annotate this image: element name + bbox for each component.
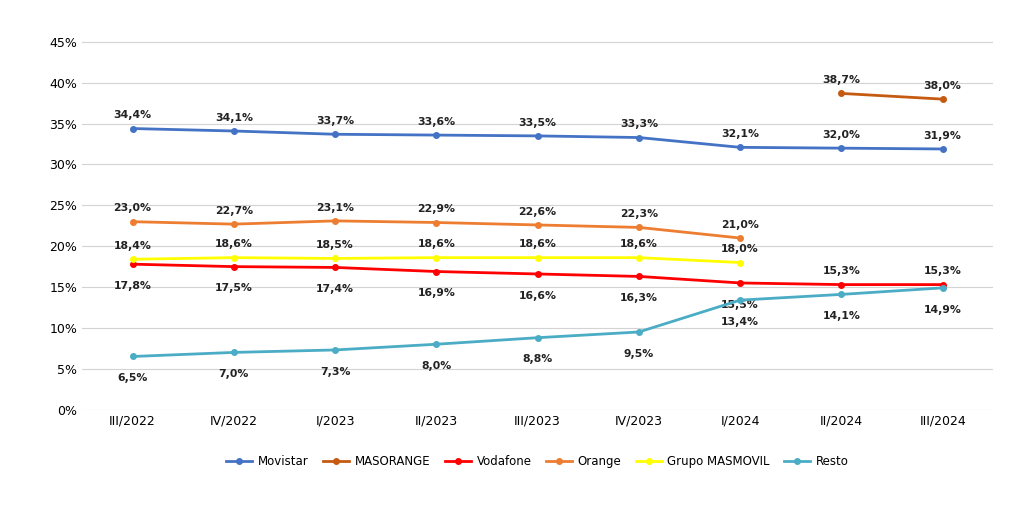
Orange	[734, 235, 746, 241]
Line: Grupo MASMOVIL: Grupo MASMOVIL	[130, 255, 742, 265]
Resto	[329, 347, 341, 353]
Vodafone	[633, 273, 645, 280]
Vodafone	[430, 268, 442, 274]
Text: 21,0%: 21,0%	[721, 220, 759, 230]
Vodafone	[836, 282, 848, 288]
Text: 15,5%: 15,5%	[721, 300, 759, 310]
Text: 34,4%: 34,4%	[114, 110, 152, 120]
Resto	[633, 329, 645, 335]
Grupo MASMOVIL	[430, 254, 442, 261]
MASORANGE	[937, 96, 949, 102]
Text: 7,3%: 7,3%	[319, 367, 350, 377]
Resto	[836, 291, 848, 297]
Text: 33,7%: 33,7%	[316, 116, 354, 126]
Orange	[329, 218, 341, 224]
Text: 16,3%: 16,3%	[620, 293, 657, 303]
Resto	[227, 349, 240, 355]
Text: 32,0%: 32,0%	[822, 130, 860, 140]
Grupo MASMOVIL	[734, 260, 746, 266]
Text: 17,8%: 17,8%	[114, 281, 152, 291]
Text: 8,0%: 8,0%	[421, 361, 452, 371]
Text: 18,5%: 18,5%	[316, 240, 354, 250]
Resto	[531, 335, 544, 341]
Text: 15,3%: 15,3%	[924, 266, 962, 276]
Text: 34,1%: 34,1%	[215, 113, 253, 123]
Line: Resto: Resto	[130, 285, 945, 359]
Text: 16,9%: 16,9%	[418, 288, 456, 298]
Orange	[633, 224, 645, 230]
Line: Movistar: Movistar	[130, 126, 945, 152]
Movistar	[126, 125, 138, 132]
Text: 23,1%: 23,1%	[316, 203, 354, 212]
Movistar	[937, 146, 949, 152]
Vodafone	[329, 264, 341, 270]
Text: 33,5%: 33,5%	[518, 118, 557, 127]
Text: 18,4%: 18,4%	[114, 241, 152, 251]
Movistar	[734, 144, 746, 151]
Resto	[937, 285, 949, 291]
Text: 14,1%: 14,1%	[822, 311, 860, 321]
Text: 9,5%: 9,5%	[624, 349, 654, 358]
Text: 22,7%: 22,7%	[215, 206, 253, 216]
Resto	[126, 353, 138, 359]
Text: 18,0%: 18,0%	[721, 244, 759, 254]
Text: 18,6%: 18,6%	[519, 239, 556, 249]
Grupo MASMOVIL	[531, 254, 544, 261]
Movistar	[430, 132, 442, 138]
Text: 22,9%: 22,9%	[418, 204, 456, 214]
Text: 7,0%: 7,0%	[219, 369, 249, 379]
Text: 17,4%: 17,4%	[316, 284, 354, 294]
Text: 14,9%: 14,9%	[924, 305, 962, 314]
Text: 18,6%: 18,6%	[418, 239, 456, 249]
Movistar	[531, 133, 544, 139]
Orange	[430, 220, 442, 226]
Vodafone	[531, 271, 544, 277]
Text: 33,3%: 33,3%	[620, 119, 658, 129]
Orange	[531, 222, 544, 228]
Text: 23,0%: 23,0%	[114, 203, 152, 214]
Vodafone	[126, 261, 138, 267]
Text: 6,5%: 6,5%	[118, 373, 147, 383]
Movistar	[836, 145, 848, 151]
Text: 32,1%: 32,1%	[721, 129, 759, 139]
Movistar	[633, 135, 645, 141]
Text: 18,6%: 18,6%	[215, 239, 253, 249]
Grupo MASMOVIL	[329, 255, 341, 262]
Grupo MASMOVIL	[633, 254, 645, 261]
Vodafone	[937, 282, 949, 288]
Text: 33,6%: 33,6%	[417, 117, 456, 127]
Resto	[734, 297, 746, 303]
Movistar	[227, 128, 240, 134]
Text: 15,3%: 15,3%	[822, 266, 860, 276]
Text: 16,6%: 16,6%	[518, 291, 557, 301]
Text: 31,9%: 31,9%	[924, 131, 962, 141]
Legend: Movistar, MASORANGE, Vodafone, Orange, Grupo MASMOVIL, Resto: Movistar, MASORANGE, Vodafone, Orange, G…	[221, 451, 854, 473]
MASORANGE	[836, 90, 848, 96]
Text: 17,5%: 17,5%	[215, 283, 253, 293]
Grupo MASMOVIL	[126, 256, 138, 262]
Line: Orange: Orange	[130, 218, 742, 241]
Text: 8,8%: 8,8%	[522, 354, 553, 365]
Movistar	[329, 131, 341, 137]
Line: MASORANGE: MASORANGE	[839, 91, 945, 102]
Text: 13,4%: 13,4%	[721, 317, 759, 327]
Orange	[227, 221, 240, 227]
Vodafone	[734, 280, 746, 286]
Orange	[126, 219, 138, 225]
Text: 22,6%: 22,6%	[518, 207, 557, 217]
Text: 18,6%: 18,6%	[620, 239, 657, 249]
Grupo MASMOVIL	[227, 254, 240, 261]
Resto	[430, 341, 442, 347]
Text: 38,7%: 38,7%	[822, 75, 860, 85]
Text: 22,3%: 22,3%	[620, 209, 658, 219]
Line: Vodafone: Vodafone	[130, 262, 945, 287]
Vodafone	[227, 264, 240, 270]
Text: 38,0%: 38,0%	[924, 81, 962, 91]
